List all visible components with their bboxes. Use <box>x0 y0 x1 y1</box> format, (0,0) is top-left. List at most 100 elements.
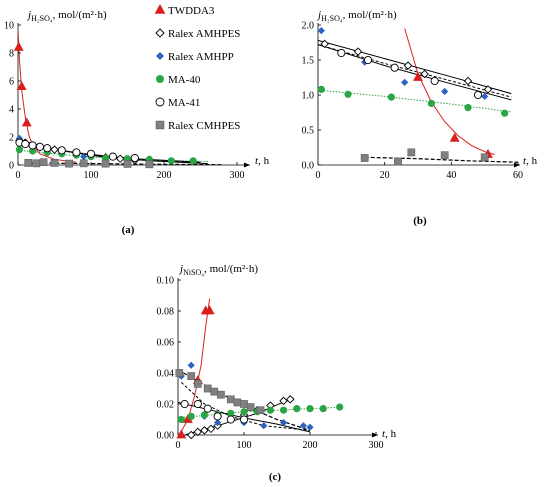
y-tick-label: 6 <box>9 77 14 88</box>
point-ma-41 <box>28 141 37 150</box>
point-ralex-cmhpes <box>440 151 449 160</box>
point-ma-40 <box>187 412 195 420</box>
point-ralex-amhpes <box>483 85 493 94</box>
point-ralex-cmhpes <box>407 148 416 157</box>
point-ma-41 <box>430 76 439 86</box>
point-ma-41 <box>363 55 373 65</box>
point-ralex-cmhpes <box>24 159 33 167</box>
x-tick-label: 40 <box>446 170 456 181</box>
point-twdda3 <box>413 71 423 81</box>
point-twdda3 <box>176 429 187 439</box>
y-tick-label: 0.08 <box>157 307 175 318</box>
point-ma-41 <box>57 146 66 155</box>
point-ma-41 <box>203 404 212 413</box>
point-ralex-amhpp <box>441 87 449 96</box>
point-ralex-amhpp <box>260 422 268 430</box>
x-tick-label: 0 <box>16 170 21 181</box>
panel-b: 0.0 0.5 1.0 1.5 2.0 0 20 40 60 jH₂SO₄, mol/(m²·h)… <box>302 9 538 227</box>
point-ralex-cmhpes <box>210 387 219 396</box>
point-ralex-amhpp <box>317 27 325 35</box>
y-tick-label: 1.0 <box>302 91 315 102</box>
point-ralex-amhpp <box>306 423 314 431</box>
point-ralex-amhpp <box>187 361 195 369</box>
x-tick-label: 100 <box>84 170 99 181</box>
point-ralex-cmhpes <box>226 395 235 404</box>
point-ralex-amhpp <box>80 153 88 161</box>
legend-label-ralex-cmhpes: Ralex CMHPES <box>168 120 240 132</box>
panel-label: (a) <box>122 224 135 236</box>
point-ma-40 <box>344 90 352 98</box>
point-ma-41 <box>213 412 222 421</box>
y-tick-label: 2.0 <box>302 21 315 32</box>
point-ralex-amhpes <box>200 426 209 435</box>
point-ma-41 <box>72 148 81 157</box>
point-ralex-amhpes <box>193 427 203 437</box>
point-ralex-cmhpes <box>203 384 212 393</box>
point-ralex-cmhpes <box>79 159 88 168</box>
point-ralex-cmhpes <box>256 406 265 415</box>
y-axis-label: jNiSO₄, mol/(m²·h) <box>178 263 258 277</box>
point-ralex-amhpes <box>206 424 216 434</box>
point-ralex-cmhpes <box>187 372 196 380</box>
y-tick-label: 0.10 <box>157 276 175 287</box>
point-ralex-cmhpes <box>217 390 225 399</box>
point-ralex-amhpp <box>299 422 307 430</box>
legend-label-ralex-amhpp: Ralex AMHPP <box>168 51 234 63</box>
point-ma-41 <box>21 139 30 149</box>
point-ralex-cmhpes <box>101 159 110 168</box>
point-ma-40 <box>427 99 435 107</box>
point-ma-40 <box>189 157 197 165</box>
point-ralex-amhpp <box>280 419 288 427</box>
point-ma-41 <box>86 149 96 158</box>
legend-marker-ralex-amhpes <box>155 28 165 38</box>
point-ma-41 <box>35 142 44 151</box>
point-twdda3 <box>21 117 32 127</box>
fit-line-ralex-cmhpes <box>364 156 519 163</box>
point-ralex-amhpp <box>401 78 409 86</box>
point-ralex-amhpes <box>403 61 413 70</box>
fit-line-ralex-amhpp <box>318 44 512 98</box>
x-tick-label: 200 <box>157 170 172 181</box>
fit-line-twdda3 <box>18 30 77 163</box>
point-ma-40 <box>266 406 274 414</box>
point-twdda3 <box>13 41 24 51</box>
legend-marker-ralex-cmhpes <box>155 120 165 130</box>
point-twdda3 <box>449 132 460 142</box>
legend-label-ma-41: MA-41 <box>168 97 200 109</box>
point-ma-40 <box>319 405 327 413</box>
point-ma-40 <box>306 405 314 413</box>
point-ralex-cmhpes <box>123 160 132 168</box>
y-tick-label: 0.04 <box>157 369 175 380</box>
point-ralex-cmhpes <box>193 380 202 388</box>
point-ma-40 <box>387 93 395 101</box>
panel-label: (c) <box>269 471 282 483</box>
point-ma-40 <box>336 403 344 411</box>
point-ma-40 <box>317 85 325 93</box>
point-ralex-cmhpes <box>246 403 255 411</box>
fit-line-ralex-amhpes <box>318 39 512 95</box>
y-tick-label: 0.00 <box>157 431 175 442</box>
point-ma-41 <box>390 63 399 72</box>
x-tick-label: 20 <box>380 170 390 181</box>
y-tick-label: 0.06 <box>157 338 175 349</box>
x-axis-arrow <box>244 162 250 168</box>
legend-marker-ralex-amhpp <box>156 52 164 60</box>
point-ma-40 <box>200 411 208 419</box>
point-ma-41 <box>473 90 483 100</box>
y-tick-label: 2 <box>9 133 14 144</box>
point-ralex-cmhpes <box>145 160 154 169</box>
y-tick-label: 0.02 <box>157 400 175 411</box>
y-tick-label: 0.5 <box>302 126 315 137</box>
y-tick-label: 0 <box>9 161 14 172</box>
y-tick-label: 8 <box>9 49 14 60</box>
x-tick-label: 300 <box>369 440 384 451</box>
point-ma-40 <box>167 157 175 165</box>
x-tick-label: 0 <box>316 170 321 181</box>
y-axis-label: jH₂SO₄, mol/(m²·h) <box>316 9 397 23</box>
point-ma-40 <box>227 409 235 417</box>
point-ma-40 <box>240 408 248 416</box>
point-ralex-cmhpes <box>175 369 184 377</box>
point-ralex-amhpes <box>320 39 329 49</box>
point-twdda3 <box>204 305 215 315</box>
panel-c: 0.00 0.02 0.04 0.06 0.08 0.10 0 100 200 300 jNiSO₄… <box>157 263 397 483</box>
